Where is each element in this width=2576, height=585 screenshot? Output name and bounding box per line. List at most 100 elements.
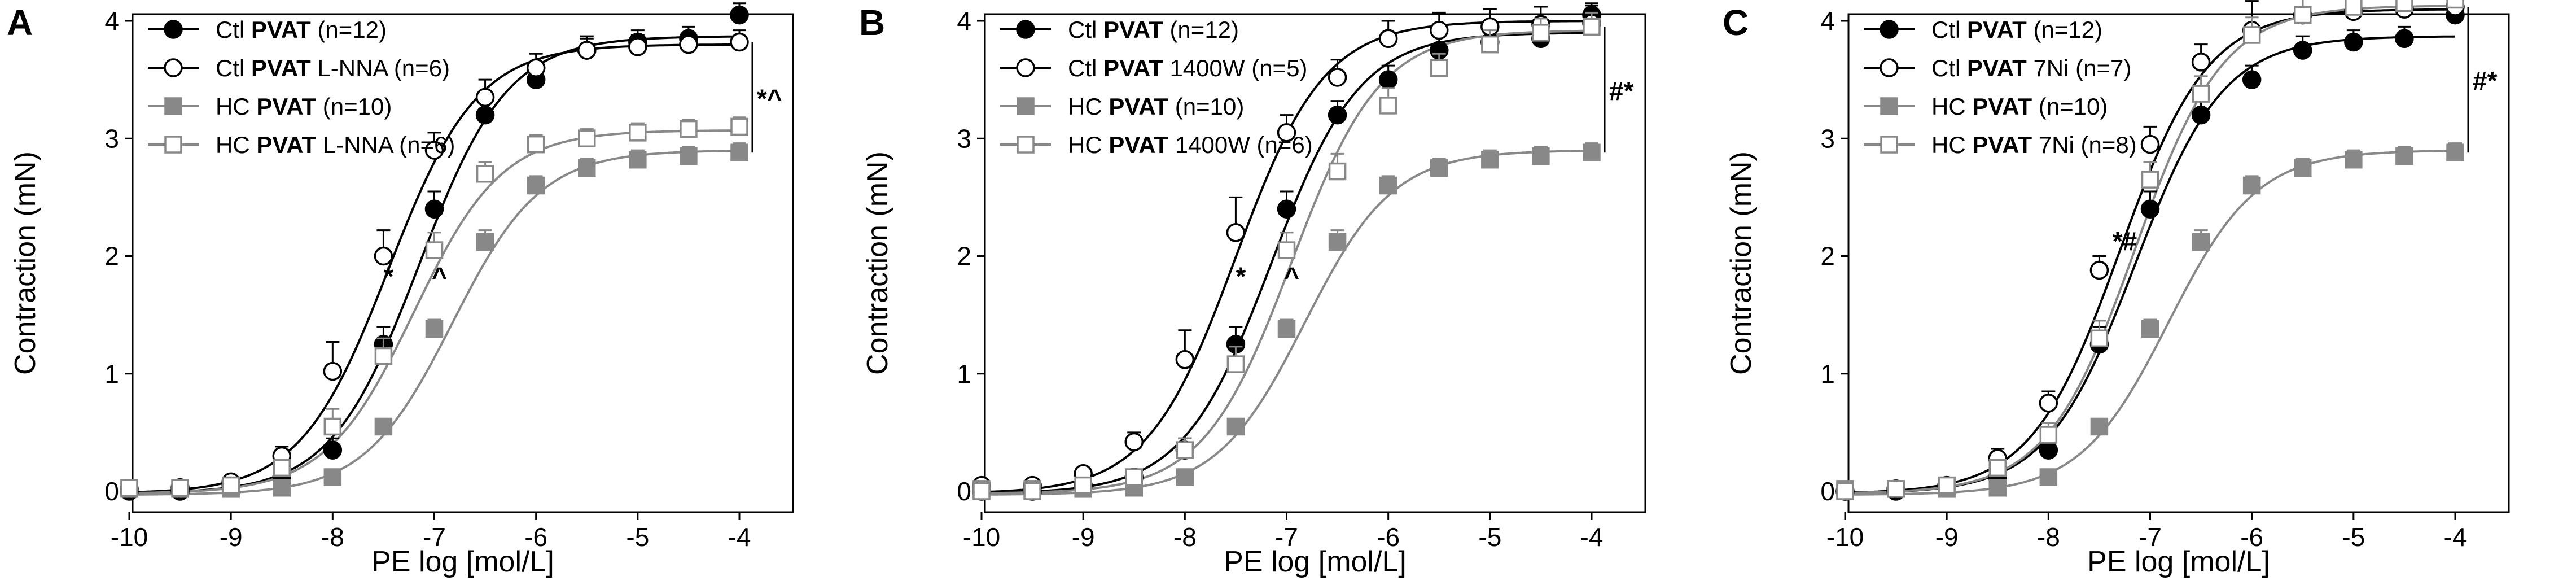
legend-marker [1016, 58, 1035, 77]
data-point [424, 141, 444, 160]
data-point [1328, 233, 1347, 251]
data-point [2294, 6, 2312, 24]
data-point [222, 476, 240, 495]
legend-marker [1880, 136, 1898, 154]
x-tick-label: -7 [423, 522, 446, 552]
data-point [1988, 479, 2007, 497]
data-point [2344, 32, 2363, 52]
data-point [578, 159, 596, 177]
fit-curve [129, 129, 739, 495]
x-axis-label: PE log [mol/L] [2087, 545, 2270, 578]
legend-entry: Ctl PVAT 7Ni (n=7) [1931, 55, 2131, 81]
panel-b: B -10 -9 -8 -7 -6 -5 -4 0 1 2 3 4 PE log [mol/L] Contr… [859, 2, 1646, 578]
data-point [526, 58, 546, 78]
data-point [2345, 150, 2363, 169]
data-point [323, 361, 343, 381]
annotation: * [1236, 262, 1246, 291]
data-point [1836, 482, 1854, 500]
y-tick-label: 4 [1820, 6, 1835, 36]
legend-entry: HC PVAT (n=10) [1931, 93, 2108, 120]
data-point [730, 143, 748, 161]
data-point [2192, 233, 2210, 251]
data-point [374, 347, 393, 365]
panel-letter: A [7, 2, 33, 43]
data-point [1176, 441, 1194, 459]
x-axis-label: PE log [mol/L] [1224, 545, 1407, 578]
data-point [323, 417, 342, 436]
x-tick-label: -6 [524, 522, 547, 552]
data-point [1125, 468, 1143, 486]
data-point [425, 320, 444, 338]
data-point [2395, 29, 2414, 48]
data-point [1430, 159, 1448, 177]
y-tick-label: 0 [1820, 477, 1835, 506]
x-tick-label: -8 [1173, 522, 1197, 552]
x-tick-label: -9 [220, 522, 243, 552]
x-tick-label: -4 [2444, 522, 2467, 552]
data-point [629, 150, 647, 169]
x-tick-label: -6 [2240, 522, 2263, 552]
data-point [679, 34, 698, 54]
data-point [476, 233, 494, 251]
data-point [680, 120, 698, 138]
data-point [680, 147, 698, 165]
y-tick-label: 0 [104, 477, 119, 506]
data-point [972, 482, 991, 500]
data-point [2293, 41, 2312, 60]
data-point [2090, 417, 2109, 436]
data-point [2446, 143, 2464, 161]
legend-marker [1017, 97, 1035, 115]
fit-curve [1845, 8, 2455, 494]
data-point [2039, 468, 2058, 486]
data-point [1226, 417, 1245, 436]
data-point [2191, 53, 2211, 72]
data-point [1277, 199, 1296, 219]
y-axis-label: Contraction (mN) [861, 151, 894, 375]
data-point [171, 479, 189, 497]
data-point [1430, 20, 1449, 40]
y-tick-label: 4 [104, 6, 119, 36]
legend-entry: Ctl PVAT L-NNA (n=6) [216, 55, 450, 81]
y-tick-label: 1 [1820, 359, 1835, 388]
data-point [578, 129, 596, 147]
legend-marker [1880, 20, 1899, 39]
y-tick-label: 1 [957, 359, 971, 388]
panel-letter: B [859, 2, 885, 43]
data-point [2345, 0, 2363, 16]
data-point [1532, 24, 1550, 42]
x-axis-label: PE log [mol/L] [371, 545, 554, 578]
data-point [2446, 0, 2464, 9]
data-point [323, 440, 343, 460]
data-point [425, 241, 444, 259]
data-point [1430, 59, 1448, 77]
y-tick-label: 4 [957, 6, 971, 36]
data-point [2242, 26, 2261, 44]
plot-frame [132, 13, 794, 513]
legend-entry: Ctl PVAT (n=12) [1068, 16, 1239, 43]
legend-entry: Ctl PVAT (n=12) [216, 16, 387, 43]
x-tick-label: -9 [1935, 522, 1959, 552]
data-point [1074, 476, 1092, 495]
y-tick-label: 2 [957, 242, 971, 271]
data-point [2141, 171, 2159, 189]
data-point [1226, 355, 1245, 373]
legend-marker [164, 97, 182, 115]
data-point [1887, 480, 1905, 498]
data-point [1277, 241, 1296, 259]
data-point [374, 417, 393, 436]
x-tick-label: -5 [626, 522, 649, 552]
plot-frame [984, 13, 1646, 513]
data-point [2039, 440, 2058, 460]
data-point [2141, 320, 2159, 338]
data-point [1481, 35, 1499, 54]
y-tick-label: 2 [104, 242, 119, 271]
panel-c: C -10 -9 -8 -7 -6 -5 -4 0 1 2 3 4 PE log [mol/L] Contr… [1723, 0, 2510, 578]
data-point [527, 176, 545, 195]
annotation: * [383, 262, 393, 291]
legend-entry: Ctl PVAT 1400W (n=5) [1068, 55, 1307, 81]
x-tick-label: -5 [1478, 522, 1501, 552]
data-point [1378, 70, 1398, 89]
legend-entry: HC PVAT (n=10) [216, 93, 392, 120]
annotation: ^ [1284, 262, 1299, 291]
